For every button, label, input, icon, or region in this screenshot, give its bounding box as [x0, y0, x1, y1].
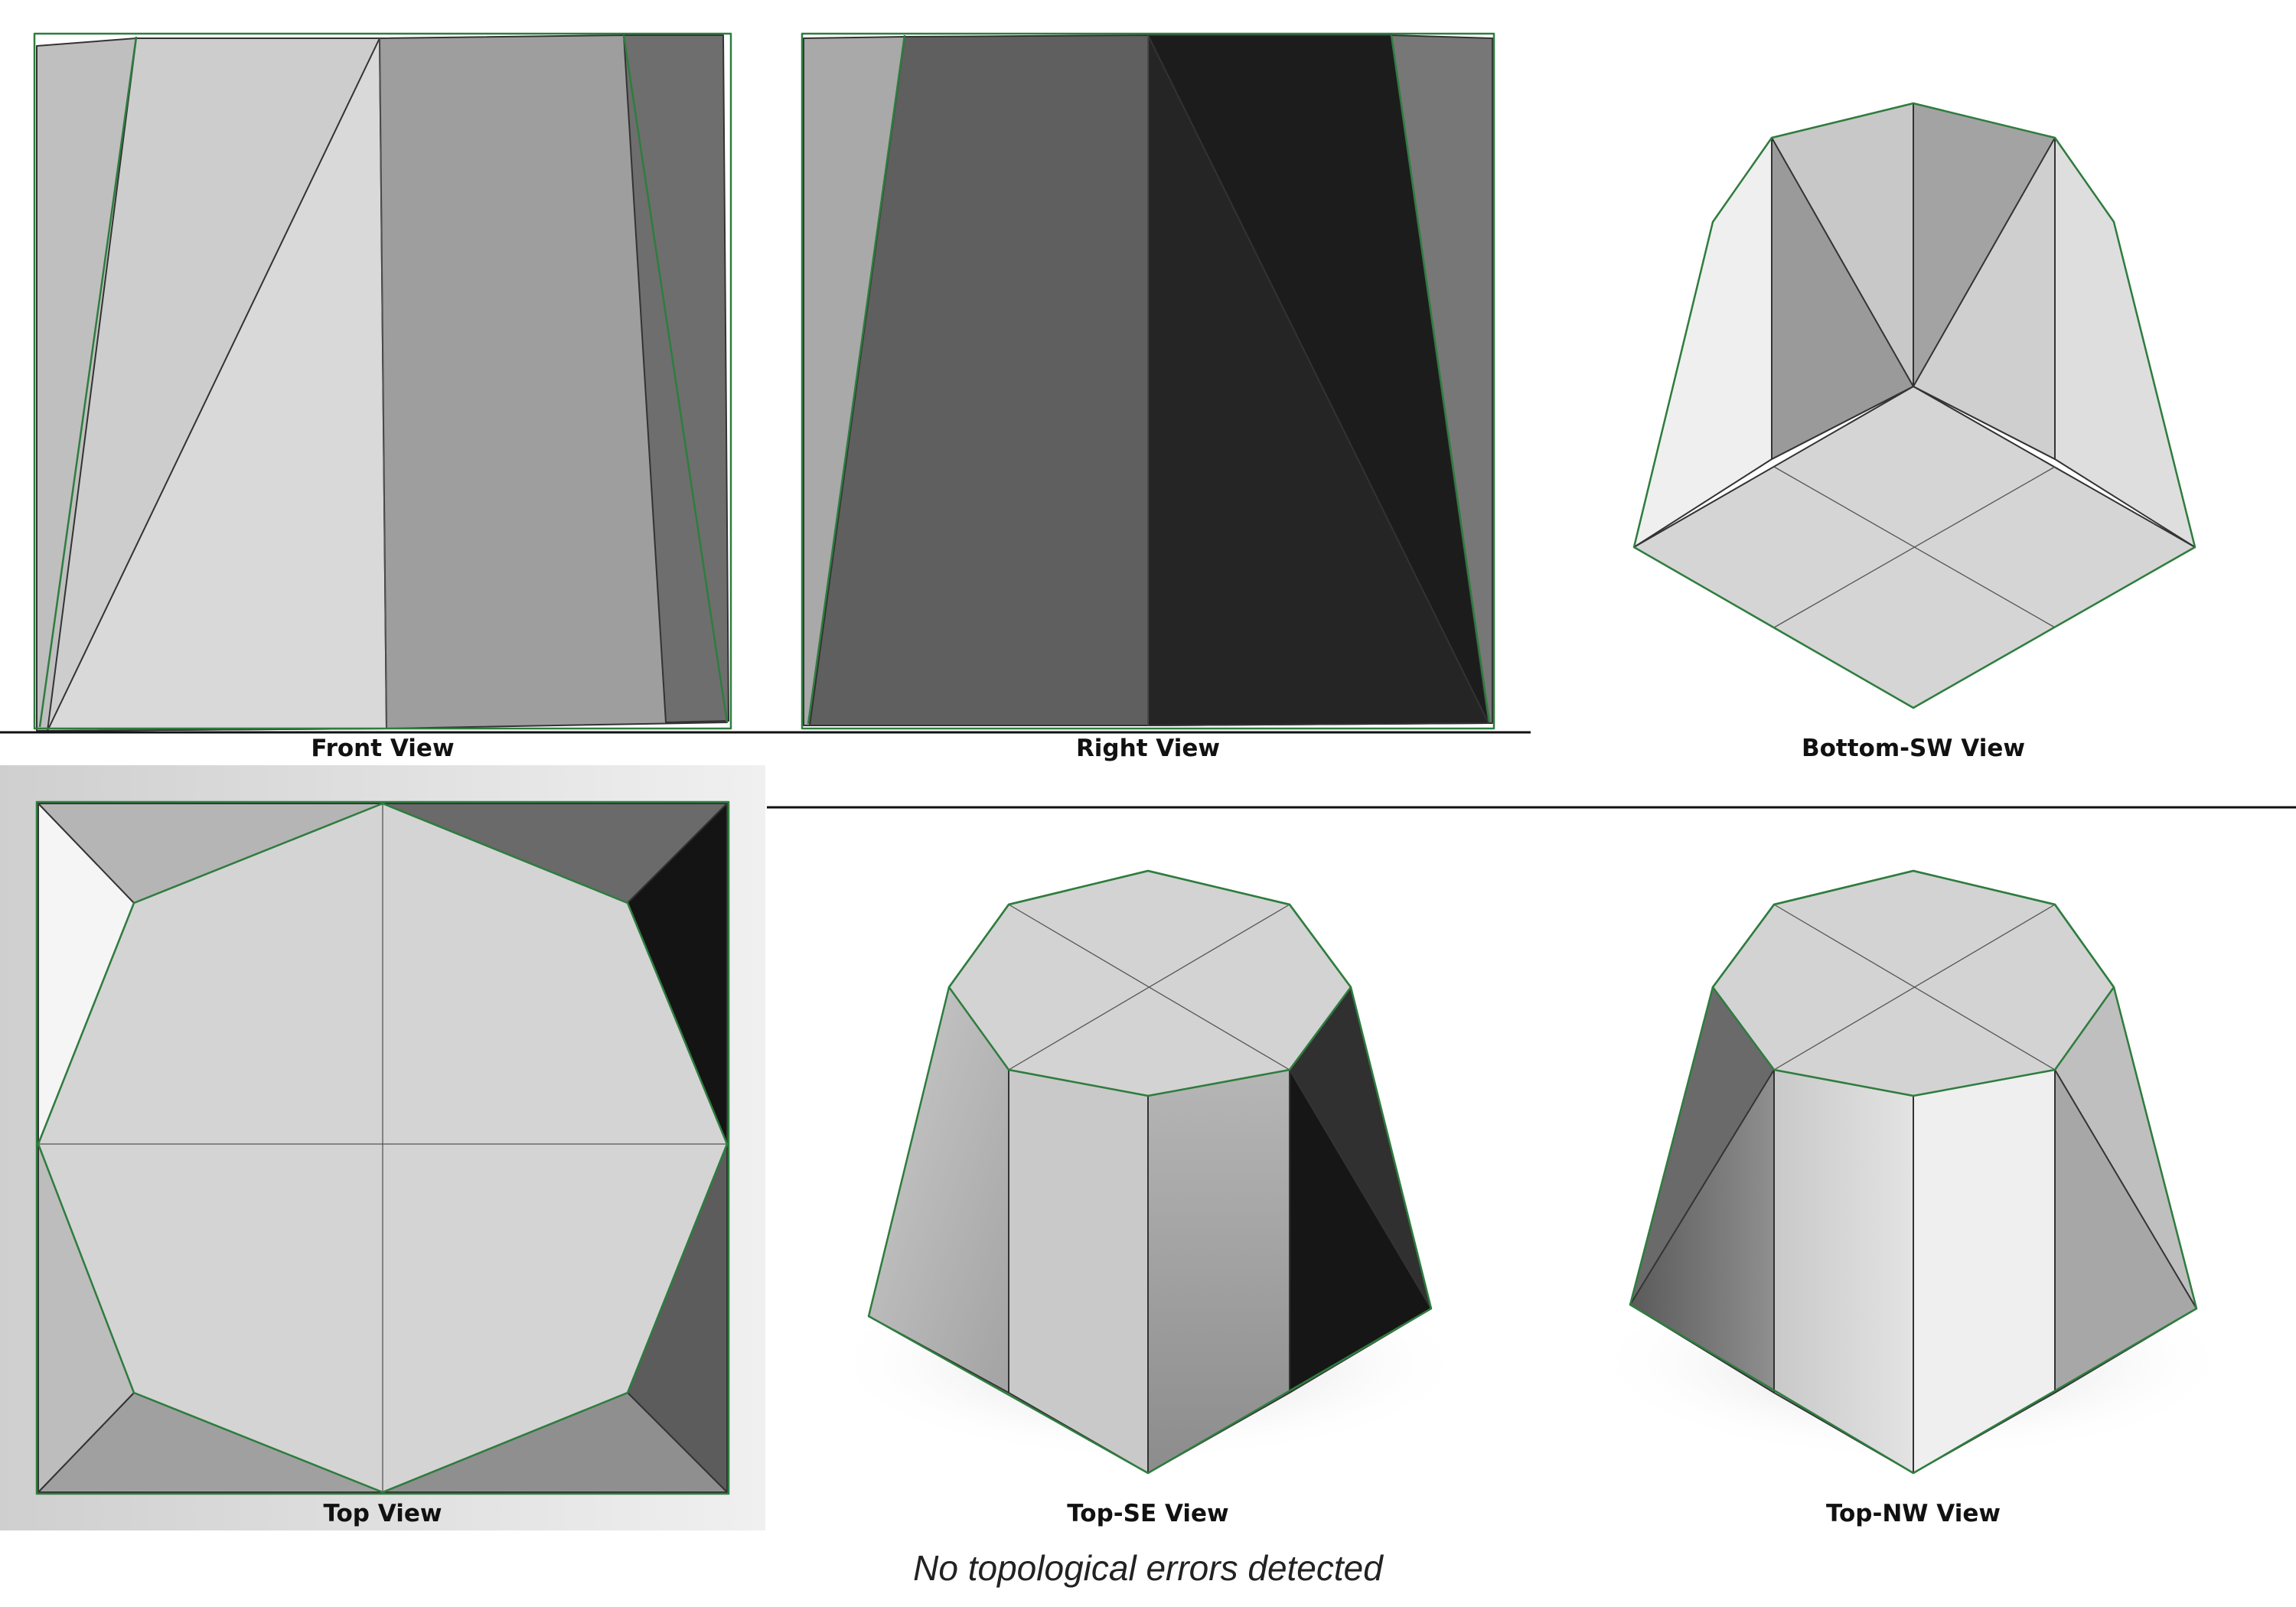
top-nw-view	[1592, 869, 2235, 1475]
bsw-silhouette	[1632, 102, 2197, 709]
bottom-sw-view-label: Bottom-SW View	[1802, 735, 2025, 762]
front-right-profile	[622, 34, 729, 723]
right-left-profile	[807, 34, 906, 725]
top-silhouette	[35, 800, 730, 1495]
bsw-bottom-diag-2	[1773, 466, 2056, 628]
se-top-diag-2	[1008, 904, 1290, 1071]
right-silhouette	[801, 32, 1495, 730]
right-view-label: Right View	[1076, 735, 1220, 762]
top-view	[0, 765, 765, 1530]
bsw-left-diag-face	[1771, 137, 1914, 460]
right-right-profile	[1390, 34, 1491, 723]
top-view-label: Top View	[323, 1500, 442, 1527]
status-message: No topological errors detected	[913, 1548, 1384, 1588]
front-left-profile	[38, 36, 138, 728]
nw-top-edge	[1711, 869, 2115, 1097]
front-silhouette	[33, 32, 732, 730]
nw-top-diag-2	[1773, 904, 2056, 1071]
top-nw-view-label: Top-NW View	[1826, 1500, 2001, 1527]
se-top-edge	[947, 869, 1352, 1097]
top-se-view-label: Top-SE View	[1067, 1500, 1228, 1527]
top-se-view	[827, 869, 1469, 1475]
top-octagon-edge	[37, 802, 729, 1494]
right-view	[801, 32, 1495, 730]
front-view-label: Front View	[311, 735, 454, 762]
front-view	[33, 32, 732, 732]
front-mid-edge	[379, 37, 387, 729]
bottom-sw-view	[1632, 102, 2197, 709]
